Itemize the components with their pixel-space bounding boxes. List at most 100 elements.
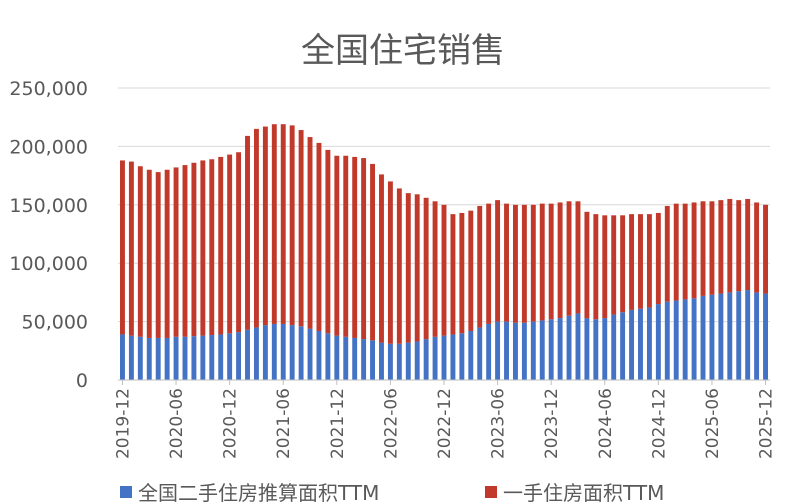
bar-secondhand-area	[120, 334, 125, 380]
x-tick-label: 2021-12	[328, 388, 348, 459]
bar-secondhand-area	[512, 322, 518, 380]
bar-new-home-area	[236, 152, 242, 333]
bar-secondhand-area	[253, 327, 259, 380]
bar-new-home-area	[271, 124, 277, 324]
bar-new-home-area	[593, 214, 599, 320]
bar-secondhand-area	[361, 339, 367, 380]
bar-new-home-area	[209, 159, 215, 336]
bar-new-home-area	[245, 135, 250, 330]
bar-secondhand-area	[620, 312, 626, 380]
bar-new-home-area	[673, 203, 679, 301]
bar-new-home-area	[280, 124, 286, 324]
bar-secondhand-area	[128, 335, 134, 380]
bar-new-home-area	[334, 155, 340, 336]
bar-new-home-area	[682, 203, 688, 300]
bar-new-home-area	[387, 181, 393, 344]
bar-new-home-area	[691, 202, 697, 299]
bar-secondhand-area	[423, 339, 429, 380]
bar-secondhand-area	[352, 337, 358, 380]
bar-secondhand-area	[379, 342, 384, 380]
bar-new-home-area	[504, 203, 509, 322]
bar-new-home-area	[477, 205, 483, 328]
bar-secondhand-area	[754, 292, 760, 380]
bar-secondhand-area	[271, 323, 277, 380]
bar-secondhand-area	[736, 291, 742, 380]
bar-secondhand-area	[182, 336, 188, 380]
bar-new-home-area	[763, 204, 768, 294]
x-tick-label: 2020-06	[167, 388, 187, 459]
bar-new-home-area	[700, 201, 706, 296]
bar-secondhand-area	[236, 332, 242, 380]
bar-secondhand-area	[602, 318, 608, 380]
bar-new-home-area	[566, 201, 572, 316]
bar-secondhand-area	[486, 323, 492, 380]
bar-secondhand-area	[325, 333, 331, 380]
bar-secondhand-area	[307, 328, 313, 380]
bar-new-home-area	[262, 126, 268, 326]
bar-new-home-area	[405, 193, 411, 343]
bar-new-home-area	[352, 156, 358, 338]
bar-new-home-area	[307, 137, 313, 329]
bar-new-home-area	[664, 205, 670, 302]
bar-secondhand-area	[298, 326, 304, 380]
bars	[120, 124, 768, 380]
bar-secondhand-area	[432, 336, 438, 380]
bar-new-home-area	[638, 214, 643, 309]
bar-secondhand-area	[557, 318, 563, 380]
bar-secondhand-area	[593, 319, 599, 380]
x-tick-label: 2019-12	[113, 388, 133, 459]
bar-secondhand-area	[718, 293, 724, 380]
x-tick-label: 2025-06	[703, 388, 723, 459]
bar-secondhand-area	[387, 343, 393, 380]
legend-label: 一手住房面积TTM	[503, 481, 664, 502]
bar-new-home-area	[539, 203, 545, 321]
bar-new-home-area	[396, 188, 402, 344]
bar-secondhand-area	[137, 336, 143, 380]
bar-new-home-area	[548, 203, 554, 320]
x-tick-label: 2024-12	[649, 388, 669, 459]
bar-secondhand-area	[477, 327, 483, 380]
bar-secondhand-area	[370, 340, 376, 380]
bar-new-home-area	[137, 166, 143, 337]
bar-new-home-area	[218, 156, 224, 335]
bar-new-home-area	[557, 202, 563, 319]
bar-new-home-area	[709, 201, 715, 295]
bar-new-home-area	[343, 155, 349, 337]
bar-secondhand-area	[504, 321, 509, 380]
bar-secondhand-area	[763, 293, 768, 380]
bar-secondhand-area	[566, 315, 572, 380]
x-axis: 2019-12 2020-06 2020-12 2021-06 2021-12 2022-…	[113, 379, 777, 459]
bar-secondhand-area	[745, 290, 751, 380]
y-tick-label: 0	[76, 370, 88, 392]
bar-secondhand-area	[200, 335, 206, 380]
x-tick-label: 2022-12	[435, 388, 455, 459]
bar-secondhand-area	[682, 299, 688, 380]
bar-secondhand-area	[530, 321, 536, 380]
bar-new-home-area	[486, 203, 492, 324]
bar-secondhand-area	[495, 321, 501, 380]
bar-secondhand-area	[334, 335, 340, 380]
bar-secondhand-area	[316, 330, 322, 380]
y-tick-label: 200,000	[9, 136, 88, 158]
bar-secondhand-area	[280, 323, 286, 380]
bar-secondhand-area	[629, 309, 635, 380]
x-tick-label: 2023-06	[489, 388, 509, 459]
x-tick-label: 2020-12	[221, 388, 241, 459]
bar-secondhand-area	[414, 341, 420, 380]
bar-new-home-area	[423, 197, 429, 340]
bar-new-home-area	[441, 204, 447, 336]
bar-new-home-area	[227, 154, 233, 334]
bar-secondhand-area	[459, 333, 465, 380]
bar-new-home-area	[164, 169, 170, 338]
bar-new-home-area	[173, 167, 179, 337]
bar-secondhand-area	[727, 292, 733, 380]
bar-new-home-area	[450, 214, 456, 335]
bar-new-home-area	[432, 201, 438, 337]
bar-secondhand-area	[655, 304, 661, 380]
bar-secondhand-area	[441, 335, 447, 380]
bar-new-home-area	[459, 212, 465, 334]
bar-new-home-area	[754, 202, 760, 293]
bar-secondhand-area	[227, 333, 233, 380]
x-tick-label: 2021-06	[274, 388, 294, 459]
